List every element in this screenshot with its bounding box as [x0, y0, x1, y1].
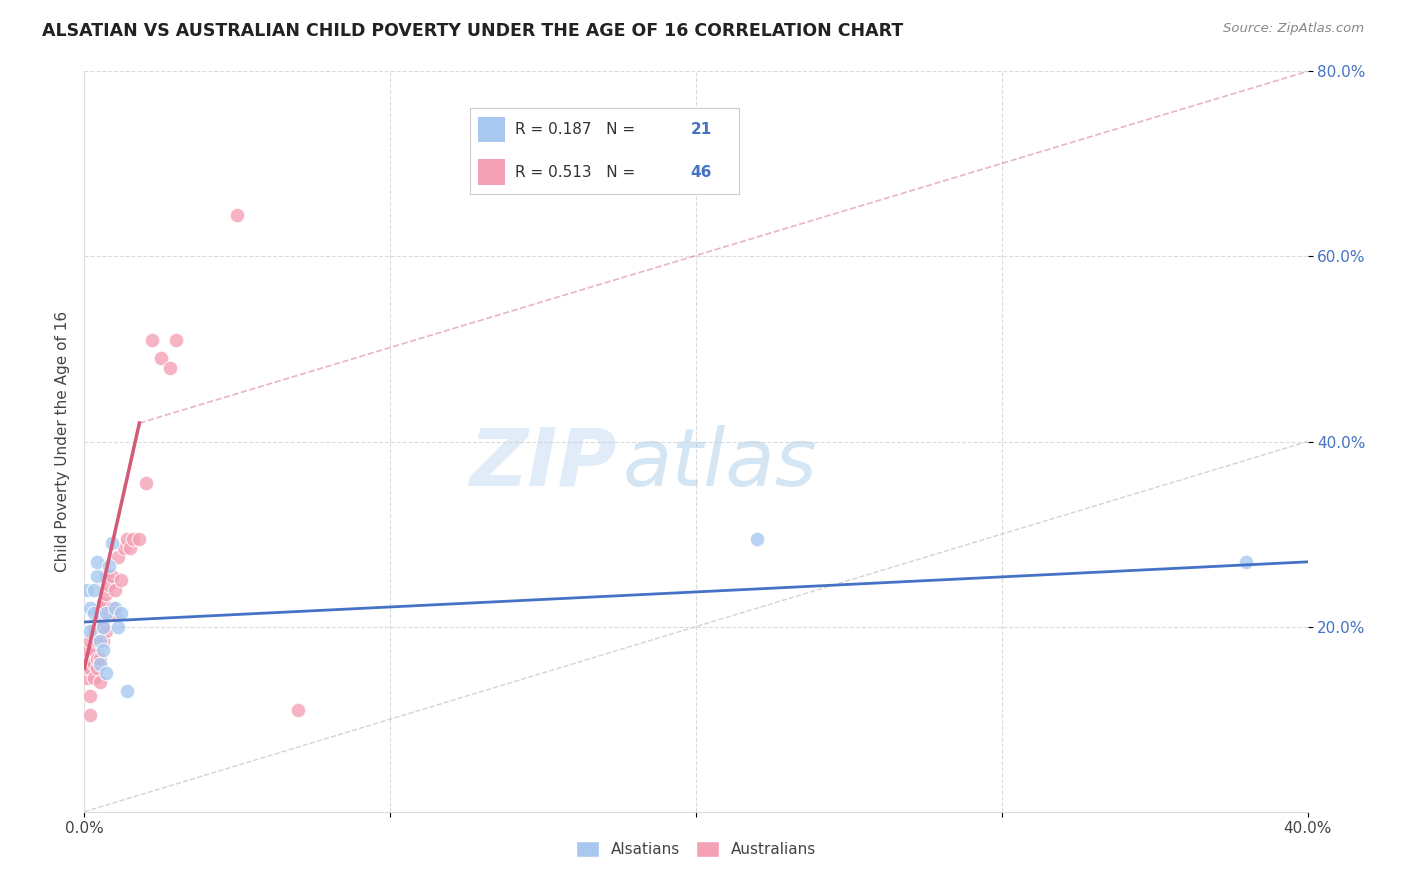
Point — [115, 532, 138, 546]
Point — [76, 642, 98, 657]
Point — [747, 532, 769, 546]
Point — [287, 703, 309, 717]
Point — [159, 360, 181, 375]
Point — [135, 476, 157, 491]
Point — [86, 555, 108, 569]
Point — [101, 536, 124, 550]
Point — [94, 665, 117, 680]
Point — [94, 587, 117, 601]
Point — [122, 532, 145, 546]
Point — [86, 568, 108, 582]
Point — [79, 601, 101, 615]
Point — [76, 652, 98, 666]
Point — [86, 633, 108, 648]
Point — [76, 582, 98, 597]
Point — [101, 568, 124, 582]
Point — [83, 657, 105, 671]
Point — [110, 574, 132, 588]
Point — [101, 601, 124, 615]
Point — [83, 624, 105, 639]
Point — [91, 597, 114, 611]
Point — [107, 619, 129, 633]
Point — [1236, 555, 1258, 569]
Text: ALSATIAN VS AUSTRALIAN CHILD POVERTY UNDER THE AGE OF 16 CORRELATION CHART: ALSATIAN VS AUSTRALIAN CHILD POVERTY UND… — [42, 22, 904, 40]
Point — [89, 657, 111, 671]
Point — [94, 624, 117, 639]
Text: atlas: atlas — [623, 425, 817, 503]
Text: Source: ZipAtlas.com: Source: ZipAtlas.com — [1223, 22, 1364, 36]
Point — [94, 568, 117, 582]
Point — [141, 333, 163, 347]
Point — [89, 652, 111, 666]
Point — [107, 550, 129, 565]
Point — [89, 601, 111, 615]
Text: ZIP: ZIP — [470, 425, 616, 503]
Point — [83, 582, 105, 597]
Point — [104, 606, 127, 620]
Point — [79, 707, 101, 722]
Point — [83, 671, 105, 685]
Point — [86, 652, 108, 666]
Point — [89, 633, 111, 648]
Point — [83, 642, 105, 657]
Point — [89, 619, 111, 633]
Point — [226, 208, 249, 222]
Point — [94, 606, 117, 620]
Point — [83, 606, 105, 620]
Point — [120, 541, 142, 555]
Point — [91, 642, 114, 657]
Point — [79, 661, 101, 675]
Point — [104, 601, 127, 615]
Point — [76, 671, 98, 685]
Y-axis label: Child Poverty Under the Age of 16: Child Poverty Under the Age of 16 — [55, 311, 70, 572]
Point — [89, 633, 111, 648]
Point — [76, 661, 98, 675]
Point — [89, 675, 111, 690]
Point — [110, 606, 132, 620]
Point — [91, 633, 114, 648]
Point — [97, 606, 120, 620]
Point — [79, 633, 101, 648]
Point — [91, 619, 114, 633]
Point — [97, 559, 120, 574]
Point — [79, 624, 101, 639]
Point — [86, 661, 108, 675]
Point — [104, 582, 127, 597]
Point — [149, 351, 172, 366]
Point — [79, 689, 101, 703]
Point — [97, 578, 120, 592]
Point — [91, 615, 114, 629]
Point — [115, 684, 138, 698]
Point — [112, 541, 135, 555]
Legend: Alsatians, Australians: Alsatians, Australians — [569, 835, 823, 863]
Point — [165, 333, 187, 347]
Point — [128, 532, 150, 546]
